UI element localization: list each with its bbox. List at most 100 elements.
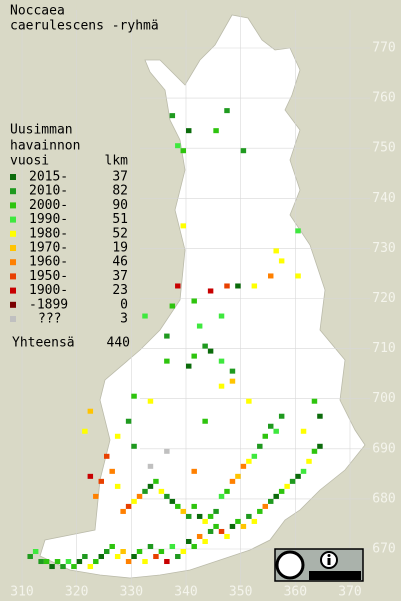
observation-square bbox=[196, 323, 203, 329]
grid bbox=[21, 10, 370, 585]
observation-square bbox=[229, 478, 236, 484]
observation-square bbox=[257, 443, 263, 449]
by-icon-body bbox=[327, 558, 331, 565]
observation-square bbox=[273, 428, 279, 434]
observation-square bbox=[278, 488, 285, 494]
observation-square bbox=[213, 128, 219, 134]
observation-square bbox=[175, 143, 181, 149]
observation-square bbox=[240, 148, 247, 154]
y-tick-label: 750 bbox=[372, 141, 395, 156]
legend-label: 2010- bbox=[29, 184, 68, 199]
observation-square bbox=[202, 343, 208, 349]
observation-square bbox=[158, 488, 165, 494]
observation-square bbox=[251, 283, 258, 289]
observation-square bbox=[284, 483, 290, 489]
observation-square bbox=[164, 448, 170, 454]
legend-heading: vuosi bbox=[10, 154, 49, 169]
legend: 2015- 37 2010- 82 2000- 90 1990- 51 1980- 52 1970-… bbox=[10, 170, 128, 327]
observation-square bbox=[175, 554, 181, 560]
observation-square bbox=[82, 428, 88, 434]
observation-square bbox=[164, 333, 170, 339]
observation-square bbox=[246, 398, 252, 404]
observation-square bbox=[246, 458, 252, 464]
legend-label: 1970- bbox=[29, 241, 68, 256]
by-icon-head bbox=[327, 554, 331, 557]
legend-swatch bbox=[10, 245, 16, 251]
y-tick-label: 690 bbox=[372, 441, 395, 456]
observation-square bbox=[251, 518, 258, 524]
observation-square bbox=[262, 433, 268, 439]
observation-square bbox=[131, 554, 137, 560]
observation-square bbox=[93, 559, 99, 565]
observation-square bbox=[114, 554, 121, 560]
observation-square bbox=[93, 493, 99, 499]
legend-label: 2000- bbox=[29, 198, 68, 213]
observation-square bbox=[158, 549, 165, 555]
observation-square bbox=[76, 559, 83, 565]
legend-count: 23 bbox=[112, 283, 128, 298]
legend-swatch bbox=[10, 273, 16, 280]
observation-square bbox=[218, 383, 225, 389]
observation-square bbox=[246, 513, 252, 519]
observation-square bbox=[213, 508, 219, 514]
observation-square bbox=[191, 298, 197, 304]
observation-square bbox=[257, 508, 263, 514]
observation-square bbox=[131, 443, 137, 449]
x-tick-label: 340 bbox=[174, 585, 197, 600]
observation-square bbox=[120, 508, 126, 514]
observation-square bbox=[268, 423, 274, 429]
observation-square bbox=[153, 478, 159, 484]
legend-swatch bbox=[10, 188, 16, 195]
legend-label: 1960- bbox=[29, 255, 68, 270]
observation-square bbox=[295, 473, 301, 479]
legend-count: 0 bbox=[120, 297, 128, 312]
legend-count: 3 bbox=[120, 312, 128, 327]
observation-square bbox=[273, 248, 279, 254]
observation-square bbox=[169, 543, 176, 549]
observation-square bbox=[164, 358, 170, 364]
observation-square bbox=[224, 488, 230, 494]
legend-swatch bbox=[10, 287, 16, 294]
observation-square bbox=[218, 528, 225, 534]
legend-count: 52 bbox=[112, 226, 128, 241]
observation-square bbox=[147, 463, 154, 469]
observation-square bbox=[235, 518, 241, 524]
observation-square bbox=[191, 468, 197, 474]
observation-square bbox=[278, 258, 285, 264]
observation-square bbox=[202, 538, 208, 544]
observation-square bbox=[164, 559, 170, 565]
legend-label: 2015- bbox=[29, 170, 68, 185]
y-tick-label: 670 bbox=[372, 542, 395, 557]
observation-square bbox=[218, 358, 225, 364]
observation-square bbox=[104, 453, 110, 459]
observation-square bbox=[207, 513, 214, 519]
observation-square bbox=[147, 543, 154, 549]
legend-swatch bbox=[10, 259, 16, 266]
observation-square bbox=[191, 543, 197, 549]
observation-square bbox=[229, 378, 236, 384]
legend-swatch bbox=[10, 202, 16, 209]
y-tick-label: 720 bbox=[372, 291, 395, 306]
observation-square bbox=[300, 468, 307, 474]
observation-square bbox=[38, 559, 44, 565]
observation-square bbox=[180, 508, 186, 514]
y-tick-label: 740 bbox=[372, 191, 395, 206]
cc-icon bbox=[275, 550, 305, 580]
observation-square bbox=[240, 463, 247, 469]
observation-squares bbox=[27, 108, 323, 570]
observation-square bbox=[27, 554, 33, 560]
legend-swatch bbox=[10, 174, 16, 180]
observation-square bbox=[235, 283, 241, 289]
observation-square bbox=[136, 549, 143, 555]
title-line: Noccaea bbox=[10, 4, 65, 19]
finland-outline bbox=[39, 14, 366, 579]
observation-square bbox=[125, 503, 132, 509]
observation-square bbox=[207, 288, 214, 294]
legend-label: ??? bbox=[38, 312, 61, 327]
legend-heading: havainnon bbox=[10, 139, 80, 154]
legend-heading: Uusimman bbox=[10, 123, 73, 138]
observation-square bbox=[213, 523, 219, 529]
observation-square bbox=[82, 554, 88, 560]
legend-count-heading: lkm bbox=[105, 154, 129, 169]
